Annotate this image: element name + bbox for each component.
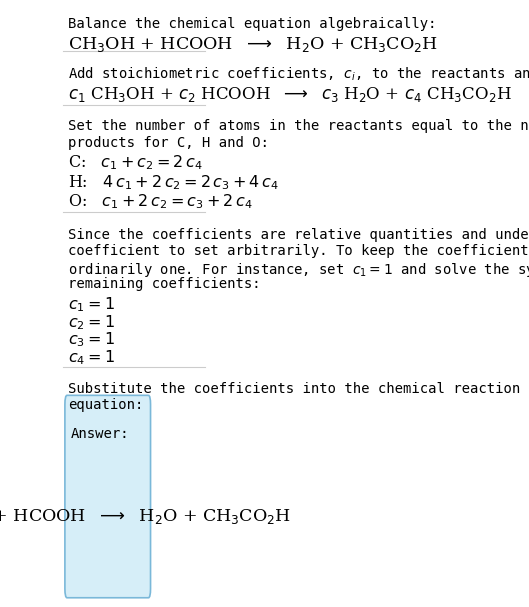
Text: CH$_3$OH + HCOOH  $\longrightarrow$  H$_2$O + CH$_3$CO$_2$H: CH$_3$OH + HCOOH $\longrightarrow$ H$_2$… bbox=[0, 507, 291, 526]
Text: $c_3 = 1$: $c_3 = 1$ bbox=[68, 331, 114, 350]
Text: Since the coefficients are relative quantities and underdetermined, choose a: Since the coefficients are relative quan… bbox=[68, 228, 529, 242]
Text: Substitute the coefficients into the chemical reaction to obtain the balanced: Substitute the coefficients into the che… bbox=[68, 382, 529, 396]
Text: $c_2 = 1$: $c_2 = 1$ bbox=[68, 313, 114, 332]
Text: Answer:: Answer: bbox=[71, 427, 130, 441]
Text: C:   $c_1 + c_2 = 2\,c_4$: C: $c_1 + c_2 = 2\,c_4$ bbox=[68, 154, 203, 172]
Text: products for C, H and O:: products for C, H and O: bbox=[68, 135, 269, 149]
Text: $c_4 = 1$: $c_4 = 1$ bbox=[68, 348, 114, 367]
Text: $c_1 = 1$: $c_1 = 1$ bbox=[68, 296, 114, 314]
Text: O:   $c_1 + 2\,c_2 = c_3 + 2\,c_4$: O: $c_1 + 2\,c_2 = c_3 + 2\,c_4$ bbox=[68, 192, 252, 211]
Text: Add stoichiometric coefficients, $c_i$, to the reactants and products:: Add stoichiometric coefficients, $c_i$, … bbox=[68, 65, 529, 83]
Text: equation:: equation: bbox=[68, 398, 143, 412]
Text: Set the number of atoms in the reactants equal to the number of atoms in the: Set the number of atoms in the reactants… bbox=[68, 119, 529, 133]
Text: remaining coefficients:: remaining coefficients: bbox=[68, 277, 260, 291]
Text: H:   $4\,c_1 + 2\,c_2 = 2\,c_3 + 4\,c_4$: H: $4\,c_1 + 2\,c_2 = 2\,c_3 + 4\,c_4$ bbox=[68, 173, 279, 192]
Text: $c_1$ CH$_3$OH + $c_2$ HCOOH  $\longrightarrow$  $c_3$ H$_2$O + $c_4$ CH$_3$CO$_: $c_1$ CH$_3$OH + $c_2$ HCOOH $\longright… bbox=[68, 85, 512, 104]
FancyBboxPatch shape bbox=[65, 395, 151, 598]
Text: coefficient to set arbitrarily. To keep the coefficients small, the arbitrary va: coefficient to set arbitrarily. To keep … bbox=[68, 244, 529, 259]
Text: CH$_3$OH + HCOOH  $\longrightarrow$  H$_2$O + CH$_3$CO$_2$H: CH$_3$OH + HCOOH $\longrightarrow$ H$_2$… bbox=[68, 35, 438, 53]
Text: ordinarily one. For instance, set $c_1 = 1$ and solve the system of equations fo: ordinarily one. For instance, set $c_1 =… bbox=[68, 260, 529, 279]
Text: Balance the chemical equation algebraically:: Balance the chemical equation algebraica… bbox=[68, 17, 436, 31]
